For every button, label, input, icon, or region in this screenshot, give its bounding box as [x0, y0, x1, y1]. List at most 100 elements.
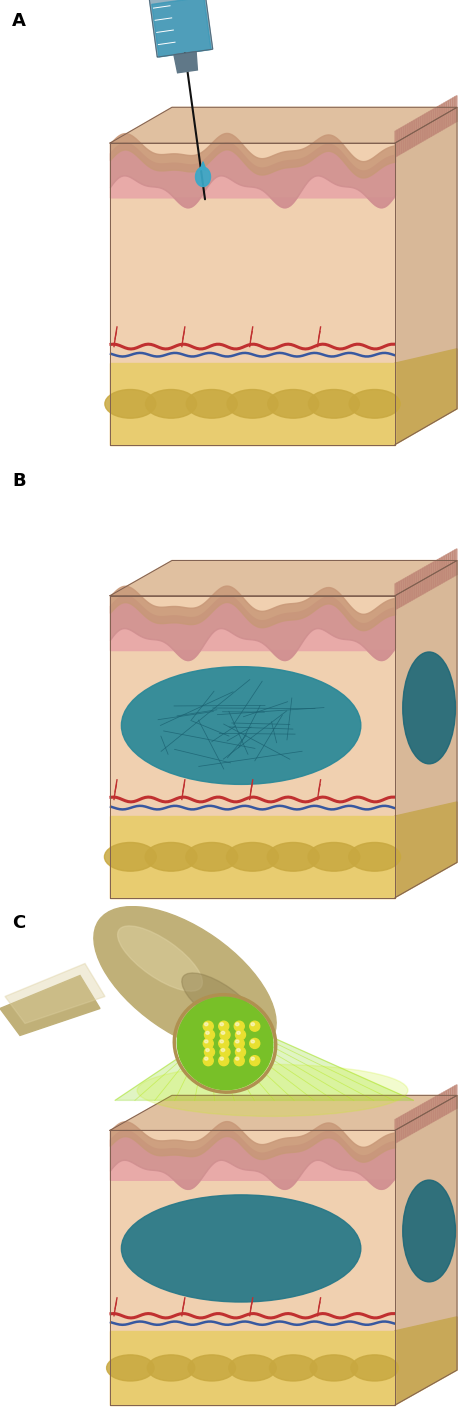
- Ellipse shape: [188, 1356, 236, 1381]
- Polygon shape: [395, 350, 457, 444]
- Ellipse shape: [137, 1064, 408, 1116]
- Polygon shape: [438, 106, 440, 133]
- Polygon shape: [412, 120, 414, 147]
- Polygon shape: [195, 167, 210, 187]
- Polygon shape: [152, 0, 211, 57]
- Polygon shape: [423, 567, 425, 594]
- Ellipse shape: [234, 1039, 244, 1049]
- Polygon shape: [410, 1109, 412, 1135]
- Polygon shape: [395, 1317, 457, 1405]
- Polygon shape: [455, 1085, 457, 1109]
- Polygon shape: [110, 1332, 395, 1405]
- Ellipse shape: [227, 389, 278, 419]
- Polygon shape: [416, 570, 419, 597]
- Polygon shape: [419, 116, 420, 143]
- Ellipse shape: [182, 974, 258, 1032]
- Ellipse shape: [251, 1023, 255, 1026]
- Ellipse shape: [121, 666, 361, 784]
- Ellipse shape: [186, 389, 237, 419]
- Polygon shape: [395, 130, 397, 157]
- Ellipse shape: [146, 389, 197, 419]
- Polygon shape: [110, 816, 395, 897]
- Polygon shape: [447, 100, 448, 127]
- Polygon shape: [431, 562, 434, 589]
- Ellipse shape: [118, 925, 202, 990]
- Polygon shape: [442, 103, 444, 130]
- Polygon shape: [401, 126, 403, 153]
- Text: A: A: [12, 13, 26, 30]
- Ellipse shape: [220, 1057, 224, 1060]
- Polygon shape: [395, 583, 397, 610]
- Polygon shape: [451, 1087, 453, 1112]
- Polygon shape: [442, 1092, 444, 1116]
- Ellipse shape: [403, 1180, 456, 1282]
- Polygon shape: [408, 576, 410, 603]
- Ellipse shape: [145, 842, 197, 872]
- Polygon shape: [434, 108, 436, 134]
- Polygon shape: [395, 560, 457, 897]
- Polygon shape: [403, 1114, 406, 1138]
- Polygon shape: [414, 119, 416, 146]
- Polygon shape: [147, 0, 213, 57]
- Ellipse shape: [236, 1047, 246, 1057]
- Polygon shape: [420, 569, 423, 596]
- Polygon shape: [406, 1112, 408, 1138]
- Polygon shape: [416, 117, 419, 144]
- Ellipse shape: [236, 1057, 239, 1060]
- Polygon shape: [0, 975, 100, 1036]
- Polygon shape: [5, 964, 105, 1023]
- Polygon shape: [453, 1085, 455, 1111]
- Ellipse shape: [203, 1056, 213, 1065]
- Ellipse shape: [237, 1032, 240, 1034]
- Polygon shape: [447, 1090, 448, 1114]
- Ellipse shape: [203, 1039, 213, 1049]
- Polygon shape: [438, 559, 440, 586]
- Polygon shape: [455, 549, 457, 576]
- Ellipse shape: [234, 1022, 244, 1032]
- Ellipse shape: [147, 1356, 195, 1381]
- Polygon shape: [425, 113, 427, 140]
- Ellipse shape: [251, 1040, 255, 1043]
- Ellipse shape: [220, 1040, 224, 1043]
- Polygon shape: [429, 1099, 431, 1124]
- Ellipse shape: [268, 389, 319, 419]
- Polygon shape: [425, 566, 427, 593]
- Polygon shape: [434, 1097, 436, 1122]
- Ellipse shape: [206, 1032, 209, 1034]
- Ellipse shape: [237, 1049, 240, 1051]
- Polygon shape: [110, 364, 395, 444]
- Polygon shape: [434, 560, 436, 587]
- Polygon shape: [436, 106, 438, 133]
- Ellipse shape: [121, 1194, 361, 1302]
- Polygon shape: [442, 556, 444, 583]
- Polygon shape: [444, 1091, 447, 1115]
- Polygon shape: [414, 1108, 416, 1132]
- Polygon shape: [425, 1102, 427, 1126]
- Polygon shape: [110, 1095, 457, 1131]
- Ellipse shape: [269, 1356, 317, 1381]
- Polygon shape: [444, 555, 447, 582]
- Polygon shape: [406, 125, 408, 151]
- Ellipse shape: [104, 842, 156, 872]
- Polygon shape: [395, 1118, 397, 1143]
- Polygon shape: [438, 1094, 440, 1119]
- Ellipse shape: [219, 1039, 229, 1049]
- Polygon shape: [395, 802, 457, 897]
- Polygon shape: [416, 1107, 419, 1131]
- Polygon shape: [397, 129, 399, 156]
- Polygon shape: [110, 108, 457, 143]
- Polygon shape: [406, 577, 408, 604]
- Ellipse shape: [177, 998, 273, 1090]
- Polygon shape: [431, 109, 434, 136]
- Polygon shape: [395, 108, 457, 444]
- Text: C: C: [12, 914, 25, 931]
- Polygon shape: [419, 1105, 420, 1129]
- Polygon shape: [395, 1095, 457, 1405]
- Ellipse shape: [219, 1022, 229, 1032]
- Polygon shape: [401, 579, 403, 606]
- Polygon shape: [431, 1098, 434, 1122]
- Polygon shape: [453, 96, 455, 123]
- Polygon shape: [420, 1104, 423, 1129]
- Ellipse shape: [234, 1056, 244, 1065]
- Polygon shape: [436, 1095, 438, 1121]
